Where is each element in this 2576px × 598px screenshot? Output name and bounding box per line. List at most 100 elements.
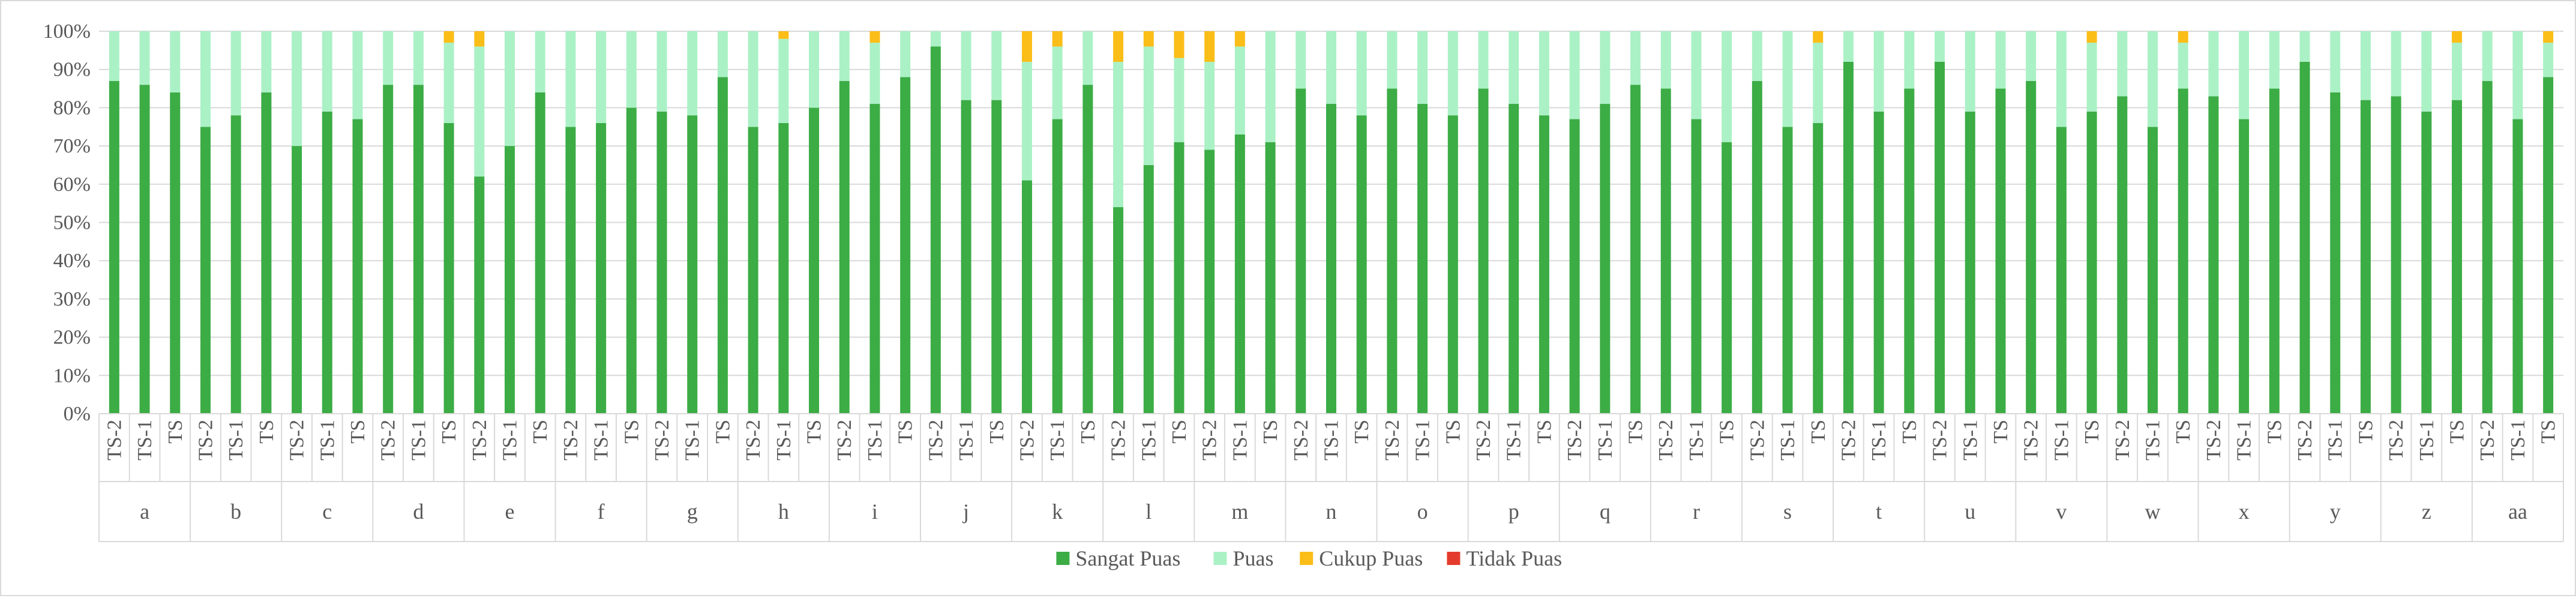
bar-segment [1813,43,1824,123]
bar-segment [1234,46,1245,134]
x-tick-label: TS-1 [2050,420,2073,461]
bar-segment [1691,119,1702,414]
bar-segment [413,85,424,414]
bar-segment [1782,31,1793,127]
bar-segment [778,38,789,123]
x-tick-label: TS [1168,420,1190,444]
x-tick-label: TS-1 [1868,420,1890,461]
bar-segment [1965,31,1975,112]
x-tick-label: TS [620,420,643,444]
bar-segment [2330,31,2341,92]
bar-segment [1113,207,1124,414]
x-tick-label: TS [2446,420,2469,444]
x-tick-label: TS-2 [2385,420,2407,461]
x-tick-label: TS-1 [773,420,795,461]
bar-segment [1082,31,1093,85]
bar-segment [748,31,758,127]
x-tick-label: TS-2 [103,420,125,461]
x-tick-label: TS [712,420,734,444]
y-tick-label: 100% [43,20,91,43]
bar-segment [2026,80,2037,414]
bar-segment [900,77,911,414]
bar-segment [139,31,150,85]
bar-segment [2117,96,2128,414]
bar-segment [1387,31,1398,89]
y-tick-label: 60% [53,174,91,196]
x-tick-label: TS-2 [1655,420,1677,461]
bar-segment [748,127,758,414]
x-tick-label: TS-1 [499,420,521,461]
x-group-label: o [1417,500,1428,524]
bar-segment [1052,119,1063,414]
bar-segment [261,31,272,92]
x-tick-label: TS [1351,420,1373,444]
bar-segment [991,100,1002,414]
bar-segment [2299,31,2310,62]
bar-segment [2452,43,2463,100]
legend-swatch [1213,552,1227,565]
bar-segment [1174,58,1184,142]
bar-segment [2239,31,2250,119]
bar-segment [2239,119,2250,414]
x-group-label: l [1145,500,1151,524]
bar-segment [809,31,820,108]
bar-segment [1052,46,1063,119]
bar-segment [535,92,545,414]
bar-segment [2452,100,2463,414]
x-tick-label: TS-2 [925,420,947,461]
bar-segment [1143,46,1154,165]
bar-segment [170,92,181,414]
x-tick-label: TS-1 [1138,420,1160,461]
legend-swatch [1056,552,1070,565]
legend-label: Tidak Puas [1466,546,1562,570]
bar-segment [1052,31,1063,47]
bar-segment [1691,31,1702,119]
x-group-label: x [2239,500,2250,524]
bar-segment [2360,31,2371,100]
x-tick-label: TS-2 [1837,420,1860,461]
y-tick-label: 0% [64,403,91,425]
x-group-label: aa [2508,500,2527,524]
y-tick-label: 70% [53,135,91,157]
bar-segment [1722,142,1732,414]
bar-segment [1387,88,1398,414]
bar-segment [1021,180,1032,414]
x-group-label: c [322,500,332,524]
bar-segment [1447,115,1458,414]
bar-segment [626,107,637,414]
x-tick-label: TS [2081,420,2103,444]
bar-segment [2117,31,2128,97]
bar-segment [1569,31,1580,119]
bar-segment [839,80,850,414]
bar-segment [2178,43,2188,89]
bar-segment [869,31,880,43]
bar-segment [230,115,241,414]
bar-segment [1204,61,1215,150]
legend-swatch [1447,552,1461,565]
bar-segment [717,31,728,77]
x-tick-label: TS-2 [1199,420,1221,461]
x-tick-label: TS-1 [2233,420,2256,461]
bar-segment [2299,61,2310,414]
bar-segment [2512,119,2523,414]
bar-segment [809,107,820,414]
bar-segment [1660,31,1671,89]
x-tick-label: TS-1 [1046,420,1069,461]
x-tick-label: TS [1259,420,1282,444]
bar-segment [1204,31,1215,62]
bar-segment [1813,122,1824,414]
x-tick-label: TS-1 [2416,420,2438,461]
x-tick-label: TS-2 [1564,420,1586,461]
x-tick-label: TS-2 [1381,420,1404,461]
bar-segment [1935,31,1945,62]
x-group-label: r [1693,500,1700,524]
bar-segment [322,31,332,112]
x-tick-label: TS [1442,420,1464,444]
x-tick-label: TS [986,420,1008,444]
bar-segment [505,146,515,414]
x-group-label: z [2422,500,2431,524]
x-group-label: n [1326,500,1337,524]
bar-segment [1143,31,1154,47]
bar-segment [1417,31,1428,104]
